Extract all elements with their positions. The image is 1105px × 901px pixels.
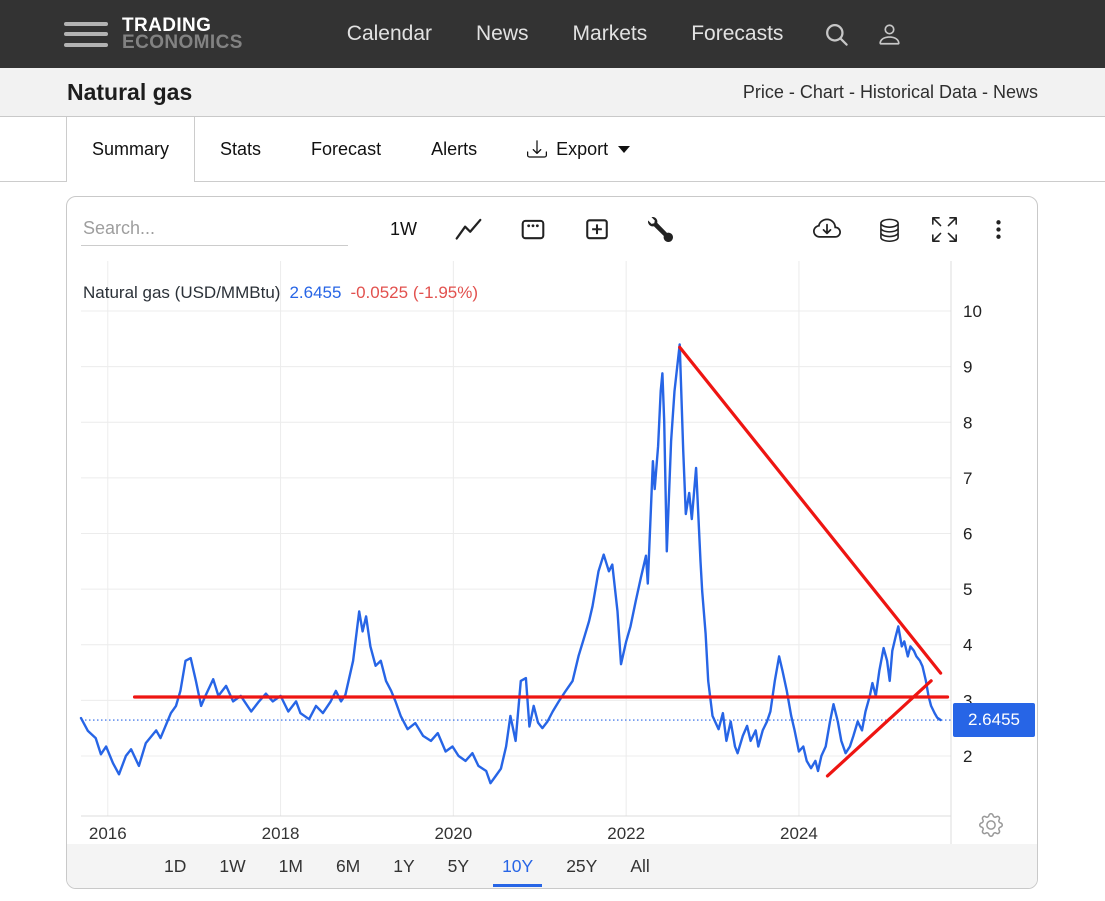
top-navbar: TRADING ECONOMICS Calendar News Markets For…	[0, 0, 1105, 68]
header-link-historical-data[interactable]: Historical Data	[859, 81, 977, 102]
trendline-ascending-trendline[interactable]	[825, 679, 933, 778]
cloud-download-icon[interactable]	[813, 215, 841, 243]
chart-toolbar: 1W	[67, 197, 1037, 261]
range-button-1m[interactable]: 1M	[278, 855, 303, 876]
brand-line2: ECONOMICS	[122, 32, 243, 53]
calendar-icon[interactable]	[520, 216, 546, 242]
search-field	[81, 212, 348, 246]
y-axis-label: 7	[963, 469, 972, 488]
tab-label: Stats	[220, 138, 262, 159]
compare-plus-icon[interactable]	[584, 216, 610, 242]
y-axis-label: 2	[963, 747, 972, 766]
range-selector: 1D 1W 1M 6M 1Y 5Y 10Y 25Y All	[67, 844, 1037, 888]
fullscreen-icon[interactable]	[932, 216, 957, 242]
nav-link-calendar[interactable]: Calendar	[346, 22, 433, 45]
tab-label: Export	[556, 138, 609, 159]
price-series-line	[79, 343, 942, 785]
x-axis-label: 2018	[262, 824, 300, 843]
header-links: Price - Chart - Historical Data - News	[742, 81, 1038, 102]
line-chart-icon[interactable]	[455, 216, 482, 243]
y-axis-label: 10	[963, 302, 982, 321]
tab-alerts[interactable]: Alerts	[406, 117, 502, 181]
tab-stats[interactable]: Stats	[195, 117, 286, 181]
x-axis-label: 2020	[434, 824, 472, 843]
x-axis-label: 2022	[607, 824, 645, 843]
page-header: Natural gas Price - Chart - Historical D…	[0, 68, 1105, 117]
range-button-1d[interactable]: 1D	[164, 855, 187, 876]
gear-icon[interactable]	[979, 813, 1003, 842]
chart-legend: Natural gas (USD/MMBtu) 2.6455 -0.0525 (…	[83, 283, 478, 303]
nav-link-news[interactable]: News	[476, 22, 529, 45]
search-input[interactable]	[81, 212, 348, 246]
range-button-10y[interactable]: 10Y	[493, 853, 543, 887]
nav-link-forecasts[interactable]: Forecasts	[691, 22, 784, 45]
range-button-1y[interactable]: 1Y	[393, 855, 415, 876]
interval-button[interactable]: 1W	[390, 218, 417, 239]
kebab-menu-icon[interactable]	[987, 218, 1010, 241]
chevron-down-icon	[618, 145, 631, 153]
tab-bar: Summary Stats Forecast Alerts Export	[0, 117, 1105, 182]
wrench-icon[interactable]	[648, 216, 673, 242]
y-axis-label: 6	[963, 524, 972, 543]
hamburger-menu-icon[interactable]	[64, 21, 108, 47]
legend-last-value: 2.6455	[289, 283, 342, 302]
legend-series-name: Natural gas (USD/MMBtu)	[83, 283, 281, 302]
range-button-1w[interactable]: 1W	[219, 855, 246, 876]
brand-logo[interactable]: TRADING ECONOMICS	[122, 15, 243, 53]
current-price-badge: 2.6455	[953, 703, 1035, 738]
x-axis-label: 2024	[780, 824, 818, 843]
brand-line1: TRADING	[122, 15, 212, 36]
nav-links: Calendar News Markets Forecasts	[347, 22, 784, 46]
tab-label: Alerts	[431, 138, 478, 159]
y-axis-label: 3	[963, 691, 972, 710]
trendline-descending-trendline[interactable]	[678, 345, 943, 675]
chart-area: 2 3 4 5 6 7 8 9 10 2016 2018 2020 2022 2024 Natural g…	[67, 261, 1037, 846]
y-axis-label: 8	[963, 413, 972, 432]
database-icon[interactable]	[877, 217, 902, 242]
nav-link-markets[interactable]: Markets	[572, 22, 648, 45]
tab-summary[interactable]: Summary	[66, 117, 196, 182]
range-button-all[interactable]: All	[630, 855, 650, 876]
y-axis-label: 4	[963, 636, 972, 655]
download-icon	[527, 140, 548, 158]
header-link-price[interactable]: Price	[742, 81, 784, 102]
header-link-chart[interactable]: Chart	[799, 81, 844, 102]
search-icon[interactable]	[823, 21, 850, 48]
y-axis-label: 5	[963, 580, 972, 599]
range-button-6m[interactable]: 6M	[335, 855, 361, 876]
page-title: Natural gas	[67, 78, 193, 105]
tab-export[interactable]: Export	[502, 117, 655, 181]
range-button-5y[interactable]: 5Y	[447, 855, 470, 876]
header-link-news[interactable]: News	[992, 81, 1038, 102]
tab-label: Forecast	[311, 138, 382, 159]
legend-change: -0.0525 (-1.95%)	[350, 283, 479, 302]
tab-label: Summary	[92, 139, 170, 159]
tab-forecast[interactable]: Forecast	[286, 117, 406, 181]
x-axis-label: 2016	[89, 824, 127, 843]
nav-icons	[823, 21, 903, 48]
chart-card: 1W 2 3 4 5 6 7 8 9 10 2016 2018 2020 2022 2024 Natura…	[66, 196, 1038, 889]
price-chart-svg: 2 3 4 5 6 7 8 9 10 2016 2018 2020 2022 2024	[79, 261, 982, 846]
range-button-25y[interactable]: 25Y	[566, 855, 598, 876]
user-icon[interactable]	[876, 21, 903, 48]
y-axis-label: 9	[963, 358, 972, 377]
